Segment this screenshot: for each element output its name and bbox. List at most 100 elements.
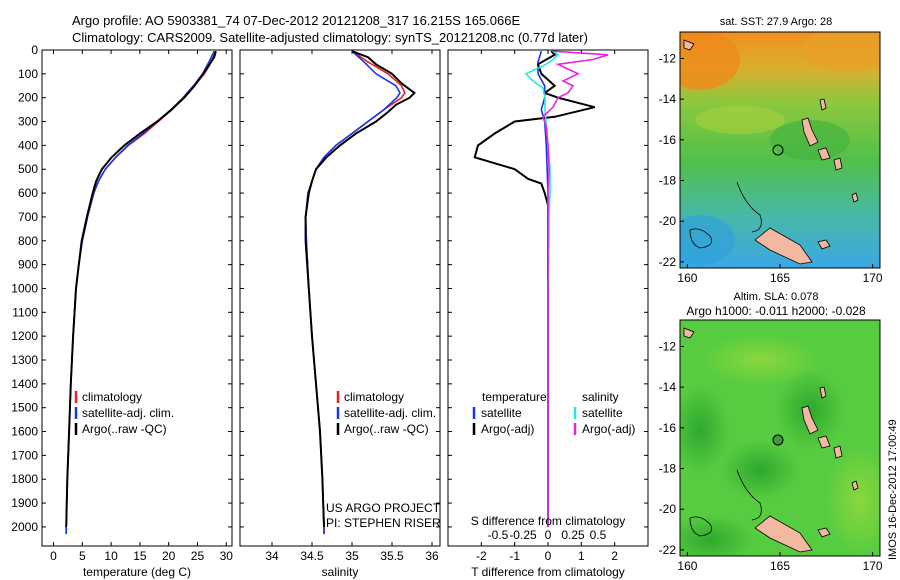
sst-warm-patch xyxy=(800,32,880,72)
x-tick-label: 5 xyxy=(79,549,86,563)
legend-label-satellite: satellite-adj. clim. xyxy=(344,406,436,420)
x-tick-label: 20 xyxy=(162,549,176,563)
depth-tick-label: 1300 xyxy=(11,353,38,367)
depth-tick-label: 0 xyxy=(31,43,38,57)
imos-timestamp: IMOS 16-Dec-2012 17:00:49 xyxy=(887,419,899,560)
legend-label-t-satellite: satellite xyxy=(481,406,522,420)
pi-label: PI: STEPHEN RISER xyxy=(326,516,441,530)
depth-tick-label: 400 xyxy=(18,138,38,152)
depth-tick-label: 100 xyxy=(18,67,38,81)
legend-label-argo: Argo(..raw -QC) xyxy=(344,422,429,436)
map-y-tick-label: -12 xyxy=(659,339,677,353)
x-tick-label: 36 xyxy=(425,549,439,563)
depth-tick-label: 1900 xyxy=(11,496,38,510)
s-difference-tick-label: 0 xyxy=(545,528,552,542)
depth-tick-label: 1400 xyxy=(11,377,38,391)
axes-layer: 0100200300400500600700800900100011001200… xyxy=(11,43,648,563)
depth-tick-label: 2000 xyxy=(11,520,38,534)
x-tick-label: 10 xyxy=(104,549,118,563)
temperature-legend: climatology satellite-adj. clim. Argo(..… xyxy=(74,390,174,436)
map-y-tick-label: -20 xyxy=(659,214,677,228)
project-label: US ARGO PROJECT xyxy=(326,501,441,515)
depth-tick-label: 1700 xyxy=(11,448,38,462)
map-x-tick-label: 160 xyxy=(677,271,697,285)
sla-dark-patch xyxy=(775,370,845,450)
x-tick-label: 2 xyxy=(611,549,618,563)
depth-tick-label: 1800 xyxy=(11,472,38,486)
x-tick-label: 34.5 xyxy=(300,549,324,563)
depth-tick-label: 300 xyxy=(18,115,38,129)
vanuatu-land xyxy=(801,405,819,435)
vanuatu-land xyxy=(833,157,843,171)
s-difference-label: S difference from climatology xyxy=(471,514,626,528)
sla-dark-patch xyxy=(720,440,800,500)
series-line-s-satellite xyxy=(524,50,560,527)
island xyxy=(851,192,859,203)
series-line-satellite-adj-clim xyxy=(304,50,401,535)
map-x-tick-label: 165 xyxy=(770,559,790,573)
vanuatu-land xyxy=(817,435,831,449)
sla-light-patch xyxy=(700,335,820,385)
map-x-tick-label: 170 xyxy=(863,271,883,285)
s-difference-tick-label: -0.5 xyxy=(488,528,509,542)
new-caledonia-land xyxy=(754,227,813,265)
vanuatu-land xyxy=(817,147,831,161)
island xyxy=(683,327,695,339)
series-layer xyxy=(65,50,609,535)
depth-tick-label: 1500 xyxy=(11,401,38,415)
island xyxy=(683,39,695,51)
series-line-argo-raw-qc xyxy=(304,50,416,527)
profile-location-marker xyxy=(772,434,784,446)
profile-location-marker xyxy=(772,144,784,156)
map-y-tick-label: -14 xyxy=(659,92,677,106)
sla-map-title: Altim. SLA: 0.078 xyxy=(734,291,819,303)
x-tick-label: 25 xyxy=(191,549,205,563)
map-y-tick-label: -14 xyxy=(659,380,677,394)
series-line-climatology xyxy=(304,50,406,535)
legend-header-temperature: temperature xyxy=(482,390,547,404)
series-line-t-argo-adj xyxy=(473,50,595,527)
sst-warm-patch xyxy=(680,32,740,90)
depth-tick-label: 1200 xyxy=(11,329,38,343)
salinity-legend: climatology satellite-adj. clim. Argo(..… xyxy=(336,390,436,436)
x-tick-label: 0 xyxy=(50,549,57,563)
x-tick-label: 35 xyxy=(345,549,359,563)
sla-dark-patch xyxy=(680,385,730,475)
map-y-tick-label: -22 xyxy=(659,543,677,557)
map-y-tick-label: -18 xyxy=(659,462,677,476)
island xyxy=(817,239,831,250)
map-y-tick-label: -22 xyxy=(659,255,677,269)
series-line-argo-raw-qc xyxy=(65,50,217,527)
t-difference-xlabel: T difference from climatology xyxy=(471,565,625,579)
depth-tick-label: 600 xyxy=(18,186,38,200)
reef-outline xyxy=(689,516,713,537)
legend-label-climatology: climatology xyxy=(82,390,142,404)
sla-map xyxy=(680,320,880,556)
map-y-tick-label: -16 xyxy=(659,133,677,147)
x-tick-label: 0 xyxy=(545,549,552,563)
depth-tick-label: 700 xyxy=(18,210,38,224)
header-line-2: Climatology: CARS2009. Satellite-adjuste… xyxy=(72,30,588,45)
map-y-tick-label: -18 xyxy=(659,174,677,188)
salinity-panel xyxy=(239,49,441,547)
reef-outline xyxy=(736,469,762,521)
series-line-s-argo-adj xyxy=(542,50,609,527)
vanuatu-land xyxy=(819,98,827,111)
legend-label-argo: Argo(..raw -QC) xyxy=(82,422,167,436)
x-tick-label: 30 xyxy=(220,549,234,563)
vanuatu-land xyxy=(833,445,843,459)
legend-header-salinity: salinity xyxy=(582,390,619,404)
map-x-tick-label: 170 xyxy=(863,559,883,573)
x-tick-label: 34 xyxy=(265,549,279,563)
x-tick-label: -1 xyxy=(509,549,520,563)
series-line-climatology xyxy=(65,50,217,535)
difference-legend: temperature salinity satellite Argo(-adj… xyxy=(472,390,635,436)
x-tick-label: 35.5 xyxy=(380,549,404,563)
header-line-1: Argo profile: AO 5903381_74 07-Dec-2012 … xyxy=(72,13,520,28)
s-difference-tick-label: 0.5 xyxy=(590,528,607,542)
temperature-xlabel: temperature (deg C) xyxy=(83,565,191,579)
sla-map-subtitle: Argo h1000: -0.011 h2000: -0.028 xyxy=(686,304,866,318)
depth-tick-label: 900 xyxy=(18,258,38,272)
island xyxy=(851,480,859,491)
temperature-panel xyxy=(41,49,233,547)
